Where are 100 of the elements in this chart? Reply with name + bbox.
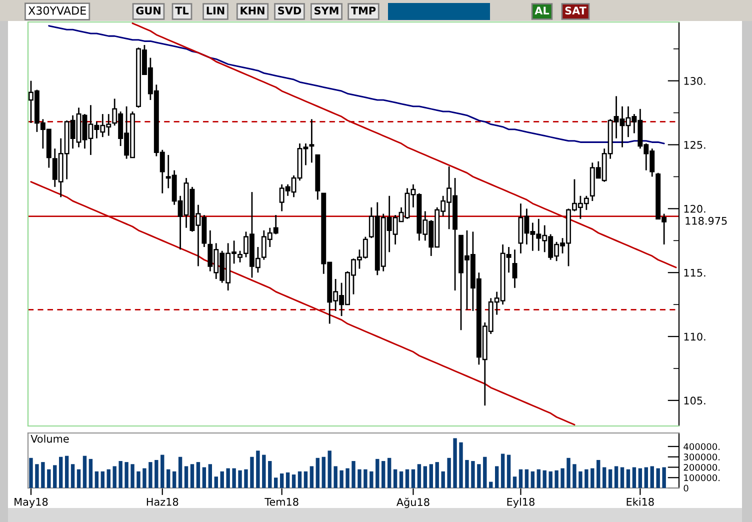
y-tick-label: 125. xyxy=(684,140,706,149)
bar xyxy=(118,461,122,488)
y-tick-label: 130. xyxy=(684,77,706,85)
text: GUN xyxy=(136,6,160,15)
bar xyxy=(130,464,134,488)
bar xyxy=(184,466,188,488)
bar xyxy=(280,473,284,488)
bar xyxy=(393,469,398,488)
bar xyxy=(447,458,451,488)
bar xyxy=(429,464,433,488)
text: TMP xyxy=(350,6,376,14)
bar xyxy=(142,468,146,488)
bar xyxy=(566,458,570,488)
text: 118.975 xyxy=(686,216,727,225)
bar xyxy=(411,469,416,488)
bar xyxy=(76,469,81,488)
bar xyxy=(554,470,558,488)
bar xyxy=(459,442,463,488)
y-tick-label: 105. xyxy=(684,396,706,405)
bar xyxy=(471,461,475,488)
bar xyxy=(542,470,546,488)
bar xyxy=(286,472,290,488)
bar xyxy=(399,471,404,488)
bar xyxy=(220,471,224,488)
bar xyxy=(208,464,212,488)
y-tick-label: 200000. xyxy=(684,464,720,471)
bar xyxy=(100,471,105,488)
bar xyxy=(465,460,469,488)
bar xyxy=(453,438,457,488)
bar xyxy=(106,469,110,488)
bar xyxy=(614,466,618,488)
bar xyxy=(244,469,248,488)
bar xyxy=(626,469,630,488)
bar xyxy=(512,476,517,488)
bar xyxy=(196,462,200,488)
x-tick-label: Tem18 xyxy=(264,498,298,506)
bar xyxy=(518,469,523,488)
bar xyxy=(58,456,63,488)
bar xyxy=(602,467,606,488)
bar xyxy=(632,467,636,488)
bar xyxy=(250,456,254,488)
bar xyxy=(638,468,642,488)
text: KHN xyxy=(240,6,264,14)
bar xyxy=(530,471,535,488)
bar xyxy=(35,464,39,488)
bar xyxy=(112,466,116,488)
bar xyxy=(88,458,93,488)
text: TL xyxy=(175,6,189,14)
bar xyxy=(94,471,99,488)
bar xyxy=(382,461,386,488)
bar xyxy=(417,464,422,488)
text: AL xyxy=(534,6,550,14)
bar xyxy=(370,471,374,488)
y-tick-label: 110. xyxy=(684,332,706,341)
bar xyxy=(124,462,128,488)
candlestick xyxy=(309,118,314,164)
bar xyxy=(536,469,540,488)
bar xyxy=(650,466,654,488)
bar xyxy=(274,478,278,488)
bar xyxy=(364,469,368,488)
bar xyxy=(584,469,588,488)
text: SVD xyxy=(278,6,302,15)
bar xyxy=(148,462,152,488)
bar xyxy=(70,464,75,488)
bar xyxy=(292,474,296,488)
chart-title: X30YVADE xyxy=(28,6,86,15)
bar xyxy=(214,476,218,488)
bar xyxy=(340,470,344,488)
bar xyxy=(548,471,552,488)
candlestick xyxy=(238,250,242,264)
bar xyxy=(596,460,600,488)
x-tick-label: Eki18 xyxy=(626,498,654,506)
y-tick-label: 100000. xyxy=(684,474,720,482)
bar xyxy=(500,454,505,488)
bar xyxy=(64,456,69,488)
bar xyxy=(322,456,326,488)
bar xyxy=(256,450,260,488)
bar xyxy=(268,461,272,488)
bar xyxy=(238,470,242,488)
bar xyxy=(328,450,332,488)
bar xyxy=(358,469,362,488)
bar xyxy=(154,460,158,488)
bar xyxy=(316,458,320,488)
text: SAT xyxy=(565,6,586,15)
y-tick-label: 400000. xyxy=(684,443,720,450)
bar xyxy=(656,468,660,488)
bar xyxy=(262,454,266,488)
bar xyxy=(387,458,392,488)
bar xyxy=(310,466,314,488)
bar xyxy=(346,468,350,488)
bar xyxy=(178,456,182,488)
bar xyxy=(494,466,499,488)
y-tick-label: 300000. xyxy=(684,454,720,460)
x-tick-label: Eyl18 xyxy=(507,498,534,508)
y-tick-label: 0 xyxy=(684,484,688,492)
bar xyxy=(376,458,380,488)
bar xyxy=(352,461,356,488)
bar xyxy=(578,471,582,488)
chart-title: Volume xyxy=(30,434,69,443)
bar xyxy=(226,468,230,488)
